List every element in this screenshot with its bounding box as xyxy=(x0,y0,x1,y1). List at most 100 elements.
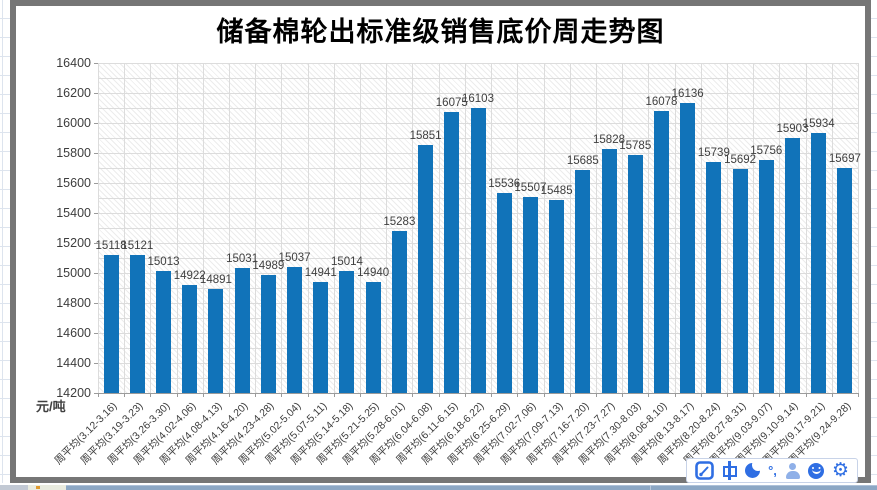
x-axis-tick xyxy=(281,393,283,397)
y-axis-tick-label: 15000 xyxy=(56,266,91,280)
scrollbar-left-area[interactable] xyxy=(0,485,28,490)
bar[interactable] xyxy=(522,196,538,393)
bar[interactable] xyxy=(627,155,643,393)
x-axis-tick xyxy=(255,393,257,397)
gridline-vertical xyxy=(124,63,126,393)
y-axis-tick xyxy=(94,123,98,124)
bar[interactable] xyxy=(706,162,722,393)
bar[interactable] xyxy=(287,267,303,393)
bar[interactable] xyxy=(837,168,853,393)
bar[interactable] xyxy=(811,132,827,393)
y-axis-tick xyxy=(94,93,98,94)
bar[interactable] xyxy=(784,137,800,393)
data-label: 15828 xyxy=(593,133,625,146)
punctuation-toggle-icon[interactable]: °, xyxy=(768,463,777,478)
chart-area: 储备棉轮出标准级销售底价周走势图 15118 15121 15013 14922 148… xyxy=(16,6,865,477)
account-icon[interactable] xyxy=(785,462,801,479)
data-label: 14891 xyxy=(199,274,232,287)
bar[interactable] xyxy=(653,111,669,393)
fullwidth-halfwidth-toggle-icon[interactable] xyxy=(745,459,765,478)
bar[interactable] xyxy=(182,284,198,393)
y-axis-tick-label: 15200 xyxy=(56,236,91,250)
y-axis-tick-label: 16400 xyxy=(56,56,91,70)
data-label: 15903 xyxy=(776,122,809,135)
gridline-vertical xyxy=(753,63,755,393)
x-axis-tick xyxy=(150,393,152,397)
plot-area[interactable]: 15118 15121 15013 14922 14891 15031 14989 15037… xyxy=(96,63,861,394)
data-label: 15739 xyxy=(697,147,730,160)
x-axis-tick xyxy=(229,393,231,397)
data-label: 15485 xyxy=(540,185,573,198)
gridline-horizontal xyxy=(98,93,858,94)
ime-logo-icon[interactable] xyxy=(695,461,714,480)
x-axis-tick xyxy=(595,393,597,397)
horizontal-scrollbar[interactable] xyxy=(66,485,877,490)
x-axis-tick xyxy=(674,393,676,397)
bar[interactable] xyxy=(313,281,329,393)
chart-title: 储备棉轮出标准级销售底价周走势图 xyxy=(216,17,665,48)
data-label: 15014 xyxy=(330,255,363,268)
gridline-vertical xyxy=(674,63,676,393)
bar[interactable] xyxy=(234,268,250,393)
y-axis-tick-label: 14600 xyxy=(56,326,91,340)
bar[interactable] xyxy=(208,289,224,393)
y-axis-tick xyxy=(94,333,98,334)
y-axis-tick-label: 15400 xyxy=(56,206,91,220)
gridline-vertical xyxy=(726,63,728,393)
y-axis-tick-label: 15600 xyxy=(56,176,91,190)
gridline-vertical xyxy=(333,63,335,393)
data-label: 15037 xyxy=(278,252,311,265)
bar[interactable] xyxy=(470,107,486,393)
x-axis-tick xyxy=(464,393,466,397)
x-axis-tick xyxy=(360,393,362,397)
x-axis-tick xyxy=(333,393,335,397)
y-axis-tick xyxy=(94,243,98,244)
data-label: 16075 xyxy=(435,96,468,109)
data-label: 15121 xyxy=(121,239,154,252)
bar[interactable] xyxy=(156,271,172,393)
bar[interactable] xyxy=(758,159,774,393)
x-axis-tick xyxy=(412,393,414,397)
bar[interactable] xyxy=(444,111,460,393)
bar[interactable] xyxy=(549,200,565,393)
gridline-vertical xyxy=(176,63,178,393)
bar[interactable] xyxy=(103,255,119,393)
bar[interactable] xyxy=(418,145,434,393)
chinese-english-toggle-icon[interactable] xyxy=(722,461,738,480)
settings-gear-icon[interactable]: ⚙ xyxy=(831,459,849,481)
y-axis-tick xyxy=(94,213,98,214)
gridline-vertical xyxy=(150,63,152,393)
x-axis-tick xyxy=(543,393,545,397)
gridline-vertical xyxy=(438,63,440,393)
bar[interactable] xyxy=(680,102,696,393)
gridline-vertical xyxy=(517,63,519,393)
y-axis-tick-label: 16200 xyxy=(56,86,91,100)
data-label: 15283 xyxy=(383,215,416,228)
sheet-tab-scroll-button[interactable] xyxy=(28,485,66,490)
data-label: 15785 xyxy=(619,140,652,153)
y-axis-tick xyxy=(94,153,98,154)
gridline-horizontal xyxy=(98,63,858,64)
gridline-vertical xyxy=(622,63,624,393)
bar[interactable] xyxy=(260,274,276,393)
bar[interactable] xyxy=(129,254,145,393)
bar[interactable] xyxy=(339,270,355,393)
emoji-picker-icon[interactable] xyxy=(808,462,825,479)
bar[interactable] xyxy=(575,170,591,393)
x-axis-tick xyxy=(622,393,624,397)
ime-toolbar: °, ⚙ xyxy=(686,458,858,483)
gridline-vertical xyxy=(255,63,257,393)
data-label: 15685 xyxy=(566,155,599,168)
gridline-vertical xyxy=(805,63,807,393)
bar[interactable] xyxy=(365,282,381,393)
x-axis-tick xyxy=(805,393,807,397)
bar[interactable] xyxy=(732,169,748,393)
data-label: 15756 xyxy=(750,144,783,157)
bar[interactable] xyxy=(601,148,617,393)
chart-object[interactable]: 储备棉轮出标准级销售底价周走势图 15118 15121 15013 14922 148… xyxy=(10,0,871,483)
gridline-vertical xyxy=(229,63,231,393)
bar[interactable] xyxy=(496,192,512,393)
data-label: 15851 xyxy=(409,130,442,143)
bar[interactable] xyxy=(391,230,407,393)
